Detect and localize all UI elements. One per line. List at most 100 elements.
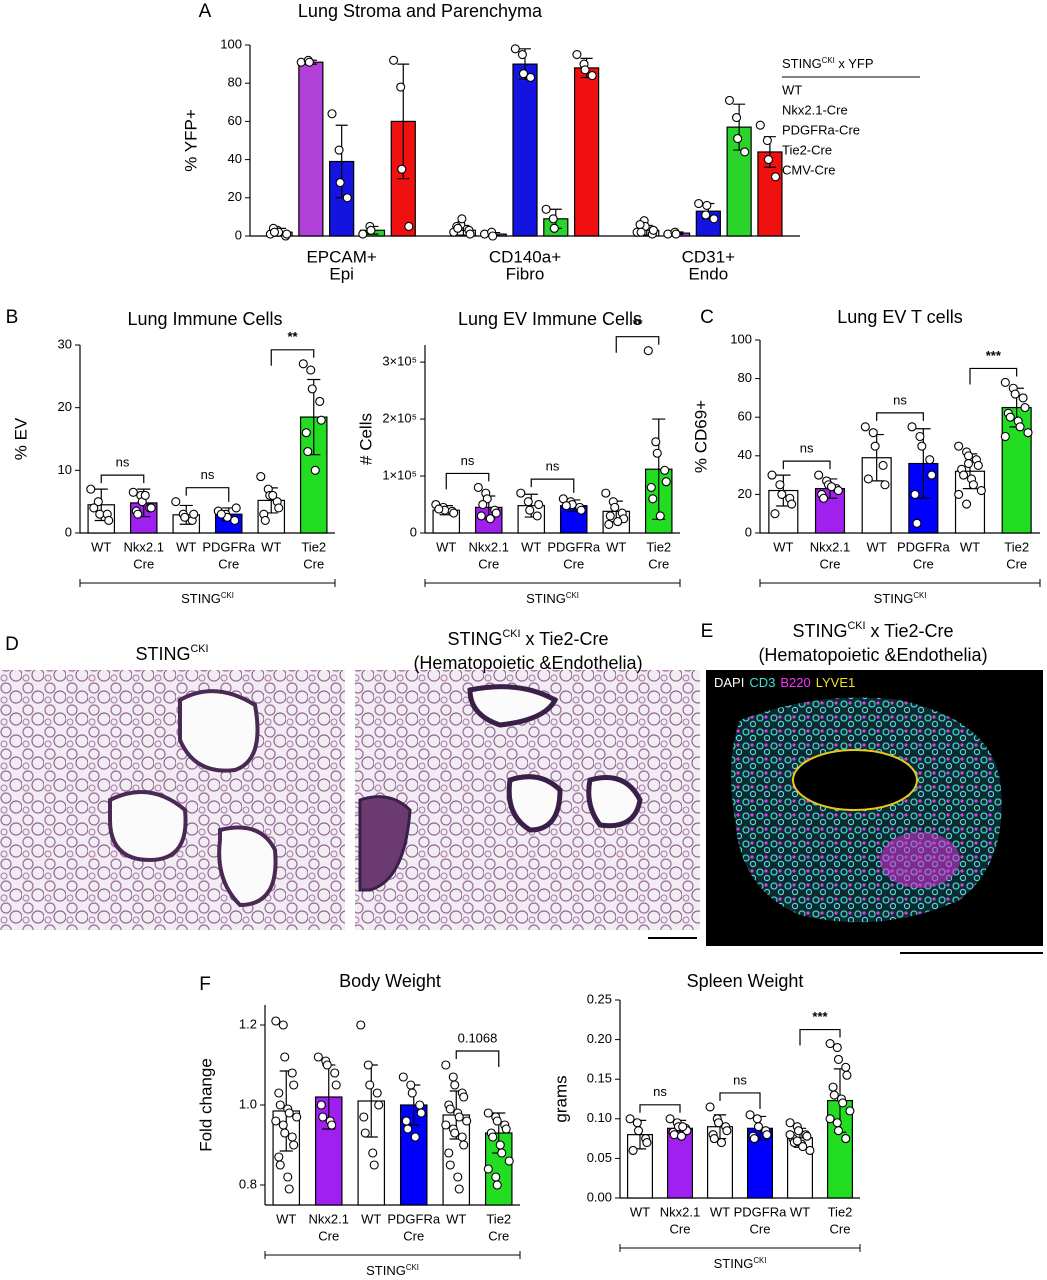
data-point [450,1080,460,1090]
data-point [316,415,326,425]
significance-bracket [270,349,315,366]
image-title: STINGCKI x Tie2-Cre [447,628,608,649]
data-point [488,231,498,241]
data-point [268,490,278,500]
x-tick-label: Nkx2.1 [309,1211,349,1226]
chart-title: Spleen Weight [687,971,804,991]
data-point [318,1112,328,1122]
image-title: STINGCKI x Tie2-Cre [792,620,953,641]
data-point [269,227,280,237]
y-axis-label: % CD69+ [691,400,710,473]
data-point [462,1116,472,1126]
data-point [733,134,743,144]
data-point [633,1126,644,1136]
data-point [342,193,352,203]
data-point [459,1092,469,1102]
data-point [762,135,772,146]
data-point [841,1134,851,1144]
data-point [860,422,870,432]
data-point [561,501,571,511]
data-point [316,1100,326,1110]
data-point [313,1052,323,1062]
x-tick-label: Cre [218,556,239,571]
x-tick-label: Cre [750,1221,771,1236]
data-point [910,489,920,499]
data-point [416,1108,426,1118]
data-point [646,482,656,492]
data-point [763,155,773,165]
data-point [576,505,586,515]
data-point [722,1126,732,1136]
data-point [814,470,824,480]
data-point [523,497,533,507]
data-point [770,172,781,182]
data-point [863,474,873,484]
data-point [504,1156,514,1166]
data-point [510,44,520,54]
data-point [838,1098,848,1108]
data-point [962,499,972,509]
data-point [374,1100,384,1110]
data-point [610,502,620,512]
legend-entry: Nkx2.1-Cre [782,102,848,117]
data-point [648,225,658,235]
data-point [497,1148,507,1158]
significance-label: *** [986,348,1002,363]
data-point [845,1106,855,1116]
data-point [491,1172,501,1182]
x-tick-label: CD140a+ [489,247,561,266]
group-label: STINGCKI [714,1256,767,1272]
data-point [457,214,467,224]
data-point [1000,377,1010,388]
title-part: CKI [566,591,579,600]
data-point [95,509,105,519]
data-point [832,1118,842,1128]
x-tick-label: Cre [670,1221,691,1236]
data-point [454,1112,464,1122]
data-point [907,422,917,432]
title-part: CKI [406,1263,419,1272]
y-tick-label: 3×10⁵ [382,354,417,369]
x-tick-label: Nkx2.1 [469,539,509,554]
data-point [549,223,559,233]
image-d-right [355,670,700,939]
data-point [745,1110,755,1120]
data-point [310,465,320,475]
chart-title: Lung Immune Cells [127,309,282,329]
data-point [973,460,983,471]
data-point [798,1141,808,1152]
significance-bracket [615,336,660,353]
x-tick-label: WT [960,539,980,554]
data-point [1020,402,1030,413]
x-tick-label: EPCAM+ [306,247,376,266]
data-point [274,1088,284,1098]
x-tick-label: Tie2 [486,1211,511,1226]
data-point [327,109,337,119]
group-label: STINGCKI [366,1263,419,1279]
data-point [275,1100,285,1110]
data-point [398,1072,408,1082]
title-part: STING [714,1256,754,1271]
data-point [660,465,670,475]
data-point [665,1114,675,1124]
data-point [793,1126,804,1136]
data-point [651,437,661,447]
data-point [541,204,551,214]
significance-label: ns [653,1084,667,1099]
y-tick-label: 60 [738,409,752,424]
y-tick-label: 0.10 [587,1110,612,1125]
x-tick-label: WT [867,539,887,554]
data-point [878,460,888,471]
data-point [731,113,742,123]
x-tick-label: WT [436,539,456,554]
data-point [216,509,226,519]
data-point [917,441,927,451]
bar [298,61,324,237]
data-point [289,1080,299,1090]
data-point [829,1090,839,1100]
image-subtitle: (Hematopoietic &Endothelia) [413,653,642,673]
x-tick-label: WT [630,1204,650,1219]
data-point [330,1068,340,1078]
data-point [669,1130,679,1140]
